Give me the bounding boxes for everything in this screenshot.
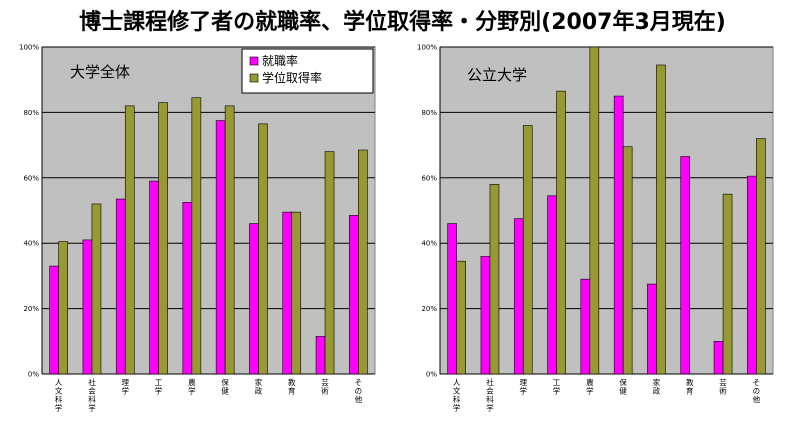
bar-degree-rate xyxy=(224,105,235,375)
bar-degree-rate xyxy=(622,146,633,375)
bar-degree-rate xyxy=(58,241,68,375)
panel-title: 公立大学 xyxy=(467,66,527,84)
bar-employment-rate xyxy=(580,278,591,375)
x-tick-label: 芸術 xyxy=(321,377,329,396)
bar-employment-rate xyxy=(282,211,293,375)
bar-employment-rate xyxy=(680,156,691,375)
y-tick-label: 40% xyxy=(23,240,39,248)
y-tick-label: 60% xyxy=(421,174,437,182)
y-tick-label: 80% xyxy=(421,109,437,117)
bar-employment-rate xyxy=(447,223,457,375)
x-tick-label: 社会科学 xyxy=(88,377,96,413)
bar-degree-rate xyxy=(589,46,600,375)
x-tick-label: 保健 xyxy=(619,378,627,396)
bar-degree-rate xyxy=(358,149,368,375)
x-tick-label: 教育 xyxy=(686,377,694,396)
x-tick-label: 工学 xyxy=(155,378,163,396)
x-tick-label: 社会科学 xyxy=(486,377,494,413)
x-tick-label: その他 xyxy=(753,378,761,404)
bar-employment-rate xyxy=(315,336,326,375)
x-tick-label: その他 xyxy=(355,378,363,404)
x-tick-label: 人文科学 xyxy=(453,378,461,413)
bar-degree-rate xyxy=(91,203,102,375)
legend-label: 就職率 xyxy=(262,53,298,68)
y-tick-label: 80% xyxy=(23,109,39,117)
bar-employment-rate xyxy=(215,120,226,375)
chart-panel-all-universities: 0% 20% 40% 60% 80% 100% 人文科学 社会科学 理学 工学 農学 保健 家政 教育 芸術… xyxy=(19,44,376,413)
bar-degree-rate xyxy=(556,90,566,375)
y-tick-label: 100% xyxy=(19,44,39,52)
chart-panel-public-universities: 0% 20% 40% 60% 80% 100% 人文科学 社会科学 理学 工学 農学 保健 家政 教育 芸術… xyxy=(417,44,774,413)
bar-employment-rate xyxy=(182,202,193,375)
bar-employment-rate xyxy=(480,255,491,375)
x-tick-label: 教育 xyxy=(288,377,296,396)
bar-employment-rate xyxy=(613,95,624,375)
page-title: 博士課程修了者の就職率、学位取得率・分野別(2007年3月現在) xyxy=(79,10,726,35)
x-tick-label: 保健 xyxy=(221,378,229,396)
bar-degree-rate xyxy=(124,105,135,375)
x-tick-label: 理学 xyxy=(520,378,528,396)
bar-employment-rate xyxy=(747,175,757,375)
x-tick-label: 人文科学 xyxy=(55,378,63,413)
x-tick-label: 家政 xyxy=(255,377,263,396)
legend-label: 学位取得率 xyxy=(262,70,322,85)
x-tick-label: 工学 xyxy=(553,378,561,396)
bar-degree-rate xyxy=(489,184,500,375)
bar-employment-rate xyxy=(49,265,59,375)
bar-employment-rate xyxy=(547,195,557,375)
y-tick-label: 0% xyxy=(28,371,39,379)
x-tick-label: 芸術 xyxy=(719,377,727,396)
bar-degree-rate xyxy=(258,123,268,375)
y-tick-label: 60% xyxy=(23,174,39,182)
y-tick-label: 0% xyxy=(426,371,437,379)
y-tick-label: 20% xyxy=(23,305,39,313)
x-tick-label: 農学 xyxy=(188,377,196,396)
panel-title: 大学全体 xyxy=(70,63,130,81)
bar-employment-rate xyxy=(647,283,657,375)
bar-employment-rate xyxy=(713,340,724,375)
bar-degree-rate xyxy=(324,151,335,375)
x-tick-label: 理学 xyxy=(122,378,130,396)
x-tick-label: 農学 xyxy=(586,377,594,396)
bar-degree-rate xyxy=(158,102,168,375)
bar-degree-rate xyxy=(191,97,202,375)
x-tick-label: 家政 xyxy=(653,377,661,396)
bar-degree-rate xyxy=(456,260,466,375)
legend-box xyxy=(241,48,374,94)
y-tick-label: 20% xyxy=(421,305,437,313)
bar-employment-rate xyxy=(349,215,359,375)
bar-employment-rate xyxy=(115,198,126,375)
legend-swatch xyxy=(249,56,259,66)
y-tick-label: 40% xyxy=(421,240,437,248)
bar-degree-rate xyxy=(756,138,766,375)
bar-degree-rate xyxy=(722,193,733,375)
legend-swatch xyxy=(249,73,259,83)
bar-employment-rate xyxy=(249,223,259,375)
bar-degree-rate xyxy=(656,64,666,375)
bar-employment-rate xyxy=(149,180,159,375)
y-tick-label: 100% xyxy=(417,44,437,52)
bar-degree-rate xyxy=(291,211,302,375)
bar-employment-rate xyxy=(513,218,524,375)
bar-employment-rate xyxy=(82,239,93,375)
bar-degree-rate xyxy=(522,125,533,375)
